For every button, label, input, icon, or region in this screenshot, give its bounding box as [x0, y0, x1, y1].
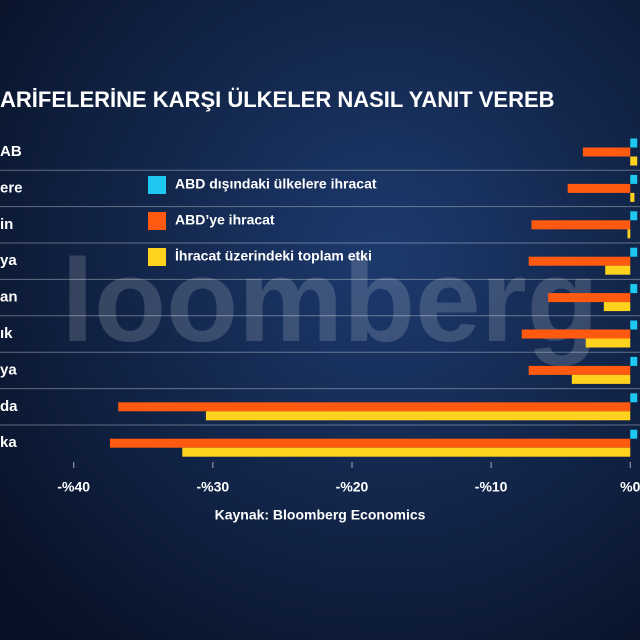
category-label: ere — [0, 179, 23, 196]
category-label: ka — [0, 434, 17, 451]
legend-label: ABD dışındaki ülkelere ihracat — [175, 176, 377, 192]
bar — [627, 229, 631, 239]
category-label: ya — [0, 361, 17, 378]
bar — [528, 365, 631, 375]
category-label: an — [0, 289, 18, 306]
bar — [531, 220, 631, 230]
bar — [109, 438, 631, 448]
bar — [630, 247, 638, 257]
bar — [630, 192, 635, 202]
bar — [182, 447, 631, 457]
bar — [630, 211, 638, 221]
category-label: ık — [0, 325, 13, 342]
x-tick-label: %0 — [620, 479, 640, 495]
bar — [630, 429, 638, 439]
bar — [567, 183, 631, 193]
category-label: ya — [0, 252, 17, 269]
bar — [528, 256, 631, 266]
bar — [603, 302, 631, 312]
source: Kaynak: Bloomberg Economics — [215, 507, 426, 523]
bar — [118, 402, 631, 412]
legend-swatch — [148, 176, 166, 194]
category-label: in — [0, 216, 13, 233]
category-label: da — [0, 398, 18, 415]
x-tick-label: -%30 — [197, 479, 230, 495]
bar — [630, 320, 638, 330]
bar — [571, 374, 631, 384]
bar — [585, 338, 631, 348]
legend-label: İhracat üzerindeki toplam etki — [175, 248, 372, 264]
legend-swatch — [148, 212, 166, 230]
x-tick-label: -%40 — [57, 479, 90, 495]
x-tick-label: -%10 — [475, 479, 508, 495]
bar — [521, 329, 631, 339]
bar — [630, 356, 638, 366]
bar — [630, 174, 638, 184]
bar — [205, 411, 631, 421]
bar — [630, 138, 638, 148]
category-label: AB — [0, 143, 22, 160]
bar — [630, 156, 638, 166]
x-tick-label: -%20 — [336, 479, 369, 495]
bar — [548, 293, 631, 303]
bar — [630, 284, 638, 294]
chart-title: ARİFELERİNE KARŞI ÜLKELER NASIL YANIT VE… — [0, 87, 555, 112]
bar — [605, 265, 631, 275]
legend-swatch — [148, 248, 166, 266]
bar — [630, 393, 638, 403]
bar — [582, 147, 631, 157]
legend-label: ABD’ye ihracat — [175, 212, 275, 228]
